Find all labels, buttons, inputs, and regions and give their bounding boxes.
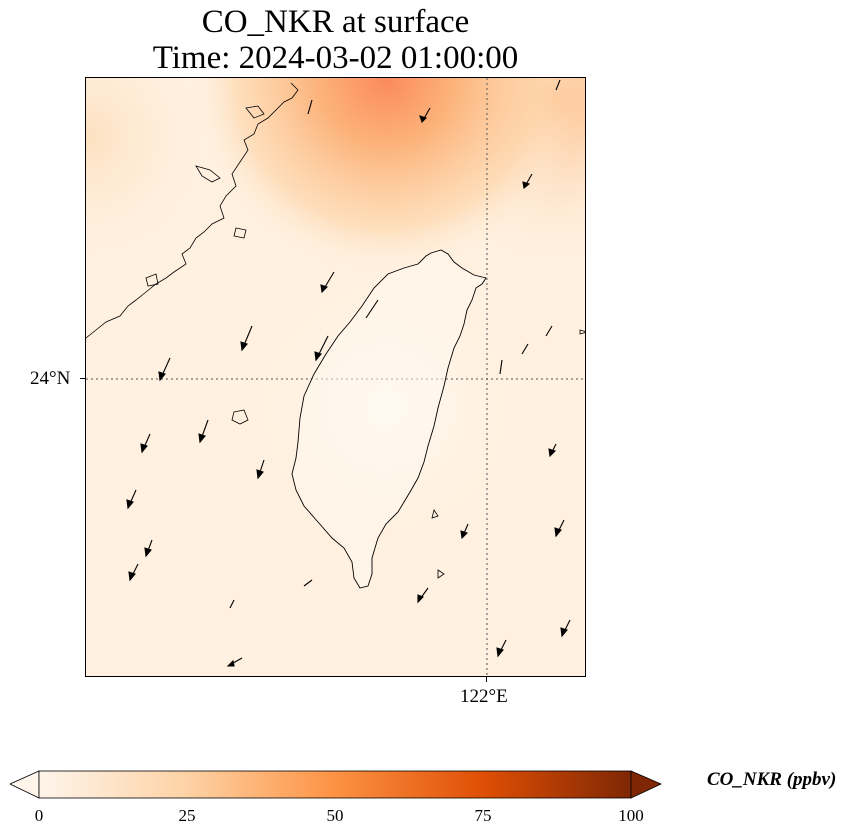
lat-tick bbox=[80, 378, 85, 379]
colorbar-max-extend bbox=[630, 770, 662, 799]
taiwan-coastline bbox=[291, 249, 487, 589]
colorbar-min-extend bbox=[10, 770, 40, 799]
concentration-field bbox=[86, 78, 585, 676]
wind-vectors bbox=[126, 79, 571, 667]
colorbar-tick-25: 25 bbox=[178, 806, 196, 825]
map-panel[interactable] bbox=[85, 77, 586, 677]
colorbar-tick-0: 0 bbox=[34, 806, 44, 825]
coastal-islands bbox=[145, 105, 265, 287]
colorbar-gradient bbox=[38, 770, 632, 799]
colorbar-label: CO_NKR (ppbv) bbox=[707, 769, 837, 790]
longitude-label: 122°E bbox=[460, 686, 508, 707]
lon-tick bbox=[486, 677, 487, 682]
small-islands bbox=[231, 329, 585, 579]
colorbar-tick-100: 100 bbox=[618, 806, 644, 825]
latitude-label: 24°N bbox=[30, 368, 71, 389]
colorbar bbox=[10, 770, 662, 799]
colorbar-tick-75: 75 bbox=[474, 806, 492, 825]
map-time: Time: 2024-03-02 01:00:00 bbox=[152, 40, 519, 76]
colorbar-tick-50: 50 bbox=[326, 806, 344, 825]
map-title: CO_NKR at surface bbox=[201, 4, 470, 40]
china-coastline bbox=[86, 82, 299, 339]
